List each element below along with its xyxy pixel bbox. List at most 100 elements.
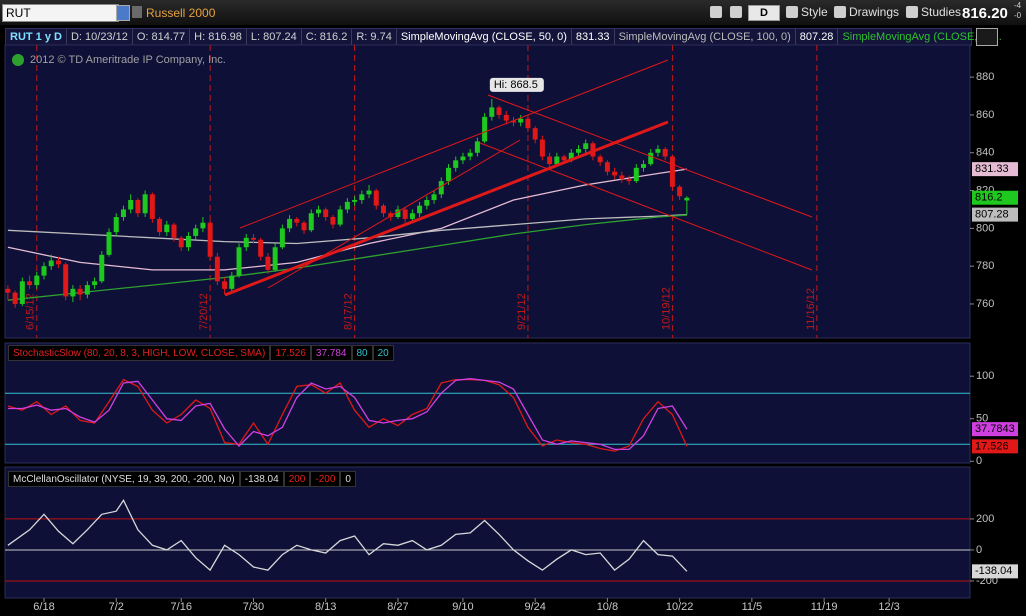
candle-body [157,218,163,233]
candle-body [612,171,618,176]
value-label: 807.28 [975,209,1009,221]
candle-body [330,217,336,225]
tool-icon[interactable] [730,6,742,18]
y-tick-label: 880 [976,71,994,83]
icon [906,6,918,18]
candle-body [214,256,220,282]
candle-body [525,118,531,129]
candle-body [409,213,415,219]
info-icon [12,54,24,66]
expiration-label: 10/19/12 [660,287,672,330]
candle-body [380,205,386,214]
x-tick-label: 6/18 [33,601,54,613]
candle-body [55,260,61,265]
expiration-label: 11/16/12 [805,288,817,330]
stochastic-plot [5,378,970,452]
line [7,378,688,451]
y-tick-label: 780 [976,260,994,272]
expiration-label: 9/21/12 [516,293,528,330]
button-label: Studies [921,5,962,19]
x-tick-label: 11/5 [742,601,763,613]
candle-body [669,156,675,187]
candle-body [677,186,683,197]
channel-line [239,59,669,229]
value-label: 17.526 [975,440,1009,452]
candle-body [12,292,18,304]
candle-body [337,209,343,225]
candle-body [539,139,545,157]
stochastic-panel [4,342,971,464]
candle-body [388,213,394,218]
candle-body [445,167,451,182]
settings-icon[interactable] [976,28,998,46]
channel-line [479,142,813,271]
change: -0 [1014,11,1022,20]
drawings-button[interactable]: Drawings [834,5,899,19]
x-tick-label: 8/13 [315,601,336,613]
candle-body [164,224,170,233]
candle-body [626,179,632,182]
symbol-dropdown[interactable] [116,5,130,21]
value-label: 37.7843 [975,423,1015,435]
candle-body [294,218,300,223]
candle-body [207,222,213,257]
x-tick-label: 7/2 [109,601,124,613]
level-value: 20 [372,345,394,361]
y-tick-label: 100 [976,370,994,382]
candle-body [662,148,668,157]
candle-body [113,217,119,233]
y-tick-label: 820 [976,184,994,196]
oscillator-plot [5,498,970,582]
candle-body [604,162,610,172]
button-label: Drawings [849,5,900,19]
study-value: 807.28 [796,29,839,45]
candle-body [619,175,625,180]
line [7,378,688,452]
study-title: StochasticSlow (80, 20, 8, 3, HIGH, LOW,… [8,345,271,361]
expiration-label: 6/15/12 [25,293,37,330]
study-title: RUT 1 y D [6,29,67,45]
toolbar: RUT Russell 2000 D Style Drawings Studie… [0,0,1026,25]
candle-body [597,156,603,163]
candle-body [70,288,76,297]
candle-body [590,143,596,157]
annotation-box [489,77,544,92]
candle-body [193,228,199,236]
candle-body [236,247,242,276]
candle-body [92,281,98,286]
x-tick-label: 12/3 [878,601,899,613]
symbol-box[interactable]: RUT [2,4,119,22]
candle-body [489,107,495,117]
candle-body [200,222,206,229]
candle-body [265,256,271,270]
readout: L: 807.24 [247,29,302,45]
candle-body [424,200,430,206]
x-tick-label: 10/22 [666,601,694,613]
candle-body [171,224,177,238]
level-value: 80 [351,345,373,361]
readout: D: 10/23/12 [67,29,133,45]
icon [834,6,846,18]
candle-body [511,120,517,123]
candle-body [503,114,509,121]
candle-body [359,194,365,201]
candle-body [84,285,90,295]
candle-body [258,239,264,257]
studies-button[interactable]: Studies [906,5,961,19]
tool-icon[interactable] [710,6,722,18]
link-icon[interactable] [132,6,142,18]
aggregation-button[interactable]: D [748,5,780,21]
x-tick-label: 11/19 [811,601,838,613]
candle-body [323,209,329,218]
candle-body [547,156,553,165]
style-button[interactable]: Style [786,5,828,19]
x-tick-label: 9/10 [452,601,473,613]
candle-body [229,275,235,289]
candle-body [431,194,437,201]
candle-body [19,281,25,304]
y-tick-label: 200 [976,513,994,525]
study-title: McClellanOscillator (NYSE, 19, 39, 200, … [8,471,240,487]
candle-body [48,260,54,267]
candle-body [344,201,350,210]
